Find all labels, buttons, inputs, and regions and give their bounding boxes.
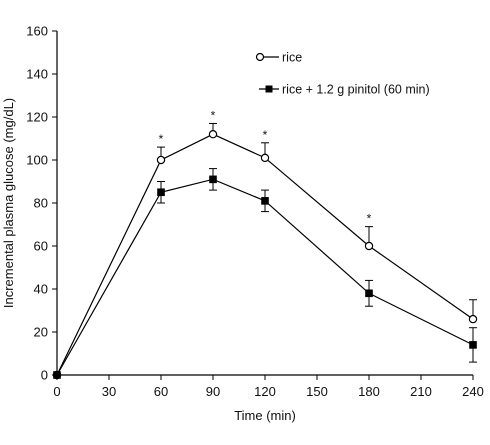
significance-star: * [367, 212, 372, 226]
series-rice [52, 122, 478, 380]
x-axis-ticks: 0 30 60 90 120 150 180 210 240 [53, 375, 484, 399]
data-point [469, 341, 477, 349]
significance-star: * [211, 108, 216, 122]
x-tick-label: 210 [410, 384, 432, 399]
data-point [208, 129, 218, 139]
data-point [209, 175, 217, 184]
significance-star: * [263, 128, 268, 142]
x-tick-label: 0 [53, 384, 60, 399]
y-axis-ticks: 0 20 40 60 80 100 120 140 160 [26, 24, 57, 383]
y-tick-label: 60 [34, 239, 48, 254]
series-line [56, 133, 474, 376]
series-layer [52, 122, 478, 380]
data-point [157, 188, 165, 197]
data-point [261, 197, 269, 205]
data-point [260, 153, 270, 163]
y-tick-label: 120 [26, 110, 48, 125]
y-tick-label: 100 [26, 153, 48, 168]
series-line [56, 178, 474, 376]
y-tick-label: 40 [34, 282, 48, 297]
significance-star: * [159, 132, 164, 146]
x-tick-label: 240 [462, 384, 484, 399]
y-tick-label: 160 [26, 24, 48, 39]
data-point [468, 314, 478, 324]
y-tick-label: 80 [34, 196, 48, 211]
legend-rice-label: rice [282, 51, 302, 65]
x-tick-label: 120 [254, 384, 276, 399]
significance-layer: * * * * [159, 108, 372, 225]
y-tick-label: 140 [26, 67, 48, 82]
data-point [365, 289, 373, 298]
legend-pinitol-label: rice + 1.2 g pinitol (60 min) [282, 83, 430, 97]
y-tick-label: 20 [34, 325, 48, 340]
legend-rice-marker [255, 52, 265, 62]
x-tick-label: 180 [358, 384, 380, 399]
series-pinitol [53, 168, 477, 379]
legend-pinitol-marker [265, 85, 273, 93]
x-tick-label: 60 [154, 384, 168, 399]
data-point [156, 155, 166, 165]
legend: rice rice + 1.2 g pinitol (60 min) [255, 51, 430, 97]
y-tick-label: 0 [41, 368, 48, 383]
data-point [53, 371, 61, 379]
x-tick-label: 30 [102, 384, 116, 399]
x-axis-label: Time (min) [234, 408, 296, 423]
data-point [364, 241, 374, 251]
x-tick-label: 90 [206, 384, 220, 399]
y-axis-label: Incremental plasma glucose (mg/dL) [1, 98, 16, 308]
x-tick-label: 150 [306, 384, 328, 399]
